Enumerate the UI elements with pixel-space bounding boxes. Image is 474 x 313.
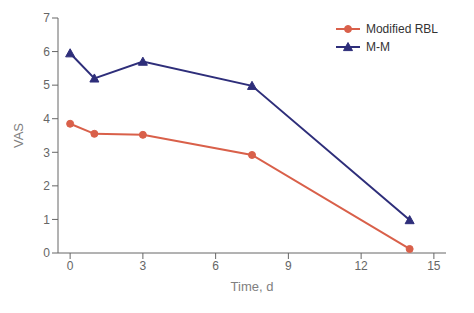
- svg-text:2: 2: [43, 179, 50, 193]
- svg-text:VAS: VAS: [11, 123, 26, 148]
- svg-text:1: 1: [43, 213, 50, 227]
- svg-text:5: 5: [43, 78, 50, 92]
- svg-text:6: 6: [212, 259, 219, 273]
- html-text:Modified RBL: Modified RBL: [366, 22, 438, 36]
- svg-text:3: 3: [43, 146, 50, 160]
- svg-text:Time, d: Time, d: [231, 279, 274, 294]
- svg-text:0: 0: [43, 246, 50, 260]
- svg-text:15: 15: [427, 259, 441, 273]
- svg-text:6: 6: [43, 45, 50, 59]
- svg-text:3: 3: [140, 259, 147, 273]
- svg-text:9: 9: [285, 259, 292, 273]
- svg-text:7: 7: [43, 11, 50, 25]
- svg-text:4: 4: [43, 112, 50, 126]
- svg-text:0: 0: [67, 259, 74, 273]
- html-text:M-M: M-M: [366, 40, 390, 54]
- svg-text:12: 12: [354, 259, 368, 273]
